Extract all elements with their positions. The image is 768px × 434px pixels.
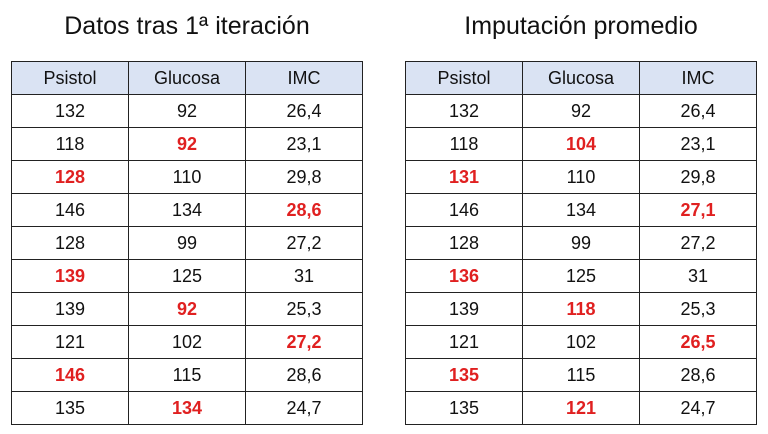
cell-glucosa: 99 [522,226,640,260]
header-imc: IMC [639,61,757,95]
cell-glucosa: 102 [128,325,246,359]
cell-imc-imputed: 27,2 [245,325,363,359]
table-row: 131 110 29,8 [405,160,757,194]
cell-imc: 24,7 [639,391,757,425]
table-row: 139 118 25,3 [405,292,757,326]
header-glucosa: Glucosa [128,61,246,95]
cell-psistol: 146 [405,193,523,227]
table-row: 132 92 26,4 [11,94,363,128]
cell-psistol: 135 [405,391,523,425]
cell-psistol: 128 [11,226,129,260]
header-psistol: Psistol [405,61,523,95]
cell-glucosa: 110 [128,160,246,194]
table-row: 121 102 26,5 [405,325,757,359]
cell-psistol: 118 [11,127,129,161]
cell-glucosa-imputed: 121 [522,391,640,425]
cell-glucosa: 102 [522,325,640,359]
cell-glucosa: 99 [128,226,246,260]
cell-psistol: 146 [11,193,129,227]
cell-imc-imputed: 26,5 [639,325,757,359]
cell-psistol: 139 [405,292,523,326]
cell-imc: 31 [245,259,363,293]
table-row: 135 121 24,7 [405,391,757,425]
cell-glucosa: 134 [522,193,640,227]
cell-glucosa-imputed: 134 [128,391,246,425]
cell-imc: 23,1 [245,127,363,161]
cell-imc: 28,6 [245,358,363,392]
cell-glucosa-imputed: 92 [128,292,246,326]
table-row: 132 92 26,4 [405,94,757,128]
cell-imc: 31 [639,259,757,293]
cell-glucosa: 92 [128,94,246,128]
cell-psistol: 135 [11,391,129,425]
cell-psistol-imputed: 131 [405,160,523,194]
cell-glucosa: 92 [522,94,640,128]
cell-imc-imputed: 28,6 [245,193,363,227]
cell-imc: 24,7 [245,391,363,425]
cell-glucosa-imputed: 118 [522,292,640,326]
cell-psistol: 128 [405,226,523,260]
cell-glucosa: 125 [128,259,246,293]
cell-psistol-imputed: 128 [11,160,129,194]
cell-imc: 29,8 [245,160,363,194]
cell-psistol-imputed: 135 [405,358,523,392]
cell-imc: 26,4 [245,94,363,128]
cell-psistol-imputed: 146 [11,358,129,392]
cell-glucosa: 115 [522,358,640,392]
cell-glucosa-imputed: 92 [128,127,246,161]
table-row: 146 115 28,6 [11,358,363,392]
table-header-row: Psistol Glucosa IMC [405,61,757,95]
table-row: 146 134 28,6 [11,193,363,227]
table-body: 132 92 26,4 118 104 23,1 131 110 29,8 146 134 27,1 1… [405,94,757,425]
cell-psistol: 132 [405,94,523,128]
data-table: Psistol Glucosa IMC 132 92 26,4 118 92 23,1 12… [11,61,363,425]
header-psistol: Psistol [11,61,129,95]
panel-title: Imputación promedio [464,12,698,40]
table-row: 118 92 23,1 [11,127,363,161]
table-row: 128 99 27,2 [11,226,363,260]
cell-glucosa-imputed: 104 [522,127,640,161]
cell-psistol-imputed: 139 [11,259,129,293]
cell-imc: 23,1 [639,127,757,161]
cell-imc: 27,2 [639,226,757,260]
header-imc: IMC [245,61,363,95]
cell-psistol: 139 [11,292,129,326]
cell-psistol-imputed: 136 [405,259,523,293]
table-body: 132 92 26,4 118 92 23,1 128 110 29,8 146 134 28,6 12… [11,94,363,425]
cell-glucosa: 110 [522,160,640,194]
table-row: 139 92 25,3 [11,292,363,326]
cell-imc: 29,8 [639,160,757,194]
table-row: 128 110 29,8 [11,160,363,194]
table-row: 139 125 31 [11,259,363,293]
cell-psistol: 121 [11,325,129,359]
table-row: 146 134 27,1 [405,193,757,227]
table-row: 135 115 28,6 [405,358,757,392]
cell-imc: 25,3 [245,292,363,326]
cell-glucosa: 115 [128,358,246,392]
table-row: 118 104 23,1 [405,127,757,161]
cell-imc: 26,4 [639,94,757,128]
cell-imc: 25,3 [639,292,757,326]
cell-glucosa: 125 [522,259,640,293]
table-row: 128 99 27,2 [405,226,757,260]
table-row: 135 134 24,7 [11,391,363,425]
cell-psistol: 132 [11,94,129,128]
table-header-row: Psistol Glucosa IMC [11,61,363,95]
table-row: 121 102 27,2 [11,325,363,359]
panel-title: Datos tras 1ª iteración [64,12,310,40]
header-glucosa: Glucosa [522,61,640,95]
cell-psistol: 118 [405,127,523,161]
cell-psistol: 121 [405,325,523,359]
cell-imc: 28,6 [639,358,757,392]
cell-imc-imputed: 27,1 [639,193,757,227]
cell-glucosa: 134 [128,193,246,227]
table-row: 136 125 31 [405,259,757,293]
cell-imc: 27,2 [245,226,363,260]
data-table: Psistol Glucosa IMC 132 92 26,4 118 104 23,1 1… [405,61,757,425]
